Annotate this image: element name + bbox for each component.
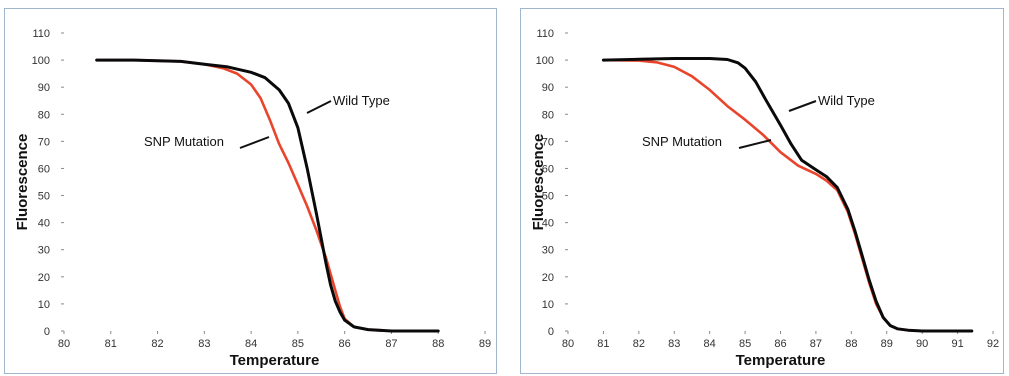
melt-curve-plot-right: 0 10 20 30 40 50 60 70 80 90 100 110 80 81 82 83 84 85 86 8… — [530, 28, 999, 369]
right-series-wild-type-line — [601, 57, 974, 333]
right-x-tick-label-82: 82 — [633, 338, 645, 350]
right-x-tick-label-89: 89 — [881, 338, 893, 350]
right-x-tick-label-83: 83 — [668, 338, 680, 350]
right-annotation-wild-type-label: Wild Type — [818, 93, 875, 108]
right-y-tick-label-50: 50 — [542, 191, 554, 203]
right-y-tick-label-0: 0 — [548, 326, 554, 338]
right-y-tick-label-20: 20 — [542, 272, 554, 284]
left-series-wild-type-line — [95, 58, 440, 333]
left-x-tick-label-89: 89 — [479, 338, 491, 350]
right-annotation-snp-mutation-leader — [738, 139, 772, 149]
right-y-tick-label-10: 10 — [542, 299, 554, 311]
right-x-tick-label-81: 81 — [597, 338, 609, 350]
left-y-tick-label-110: 110 — [32, 28, 50, 40]
right-y-tick-label-60: 60 — [542, 163, 554, 175]
left-x-tick-label-86: 86 — [339, 338, 351, 350]
right-x-tick-label-80: 80 — [562, 338, 574, 350]
right-x-tick-label-85: 85 — [739, 338, 751, 350]
right-y-tick-label-30: 30 — [542, 245, 554, 257]
melt-curve-chart-right: 0 10 20 30 40 50 60 70 80 90 100 110 80 81 82 83 84 85 86 8… — [520, 8, 1004, 374]
right-y-tick-label-40: 40 — [542, 218, 554, 230]
right-x-tick-label-84: 84 — [704, 338, 716, 350]
left-y-tick-label-10: 10 — [38, 299, 50, 311]
left-x-tick-label-82: 82 — [151, 338, 163, 350]
right-y-tick-label-110: 110 — [536, 28, 554, 40]
right-x-tick-label-92: 92 — [987, 338, 999, 350]
left-x-tick-label-83: 83 — [198, 338, 210, 350]
left-y-tick-label-20: 20 — [38, 272, 50, 284]
right-x-tick-label-88: 88 — [845, 338, 857, 350]
left-y-tick-label-60: 60 — [38, 163, 50, 175]
left-y-axis-title: Fluorescence — [14, 134, 31, 231]
right-x-tick-label-90: 90 — [916, 338, 928, 350]
right-x-tick-label-87: 87 — [810, 338, 822, 350]
left-x-tick-label-80: 80 — [58, 338, 70, 350]
melt-curve-plot-left: 0 10 20 30 40 50 60 70 80 90 100 110 80 81 82 83 84 85 86 8… — [14, 28, 491, 369]
left-annotation-snp-mutation-label: SNP Mutation — [144, 134, 224, 149]
left-annotation-wild-type-leader — [306, 100, 332, 114]
right-y-tick-label-100: 100 — [536, 55, 554, 67]
left-x-axis-title: Temperature — [230, 352, 320, 369]
right-x-tick-label-91: 91 — [951, 338, 963, 350]
left-annotation-snp-mutation-leader — [239, 136, 270, 149]
left-y-tick-label-100: 100 — [32, 55, 50, 67]
right-y-tick-label-90: 90 — [542, 82, 554, 94]
right-y-tick-label-80: 80 — [542, 109, 554, 121]
right-y-axis-title: Fluorescence — [530, 134, 547, 231]
right-annotation-snp-mutation-label: SNP Mutation — [642, 134, 722, 149]
left-x-tick-label-84: 84 — [245, 338, 257, 350]
left-y-tick-label-50: 50 — [38, 191, 50, 203]
left-y-tick-label-30: 30 — [38, 245, 50, 257]
left-y-tick-label-70: 70 — [38, 136, 50, 148]
left-x-tick-label-87: 87 — [385, 338, 397, 350]
left-annotation-wild-type-label: Wild Type — [333, 93, 390, 108]
left-y-tick-label-80: 80 — [38, 109, 50, 121]
left-x-tick-label-85: 85 — [292, 338, 304, 350]
right-series-snp-mutation-line — [602, 58, 959, 333]
right-y-tick-label-70: 70 — [542, 136, 554, 148]
left-x-tick-label-88: 88 — [432, 338, 444, 350]
left-x-tick-label-81: 81 — [105, 338, 117, 350]
right-annotation-wild-type-leader — [788, 100, 817, 112]
left-y-tick-label-40: 40 — [38, 218, 50, 230]
right-x-tick-label-86: 86 — [774, 338, 786, 350]
left-y-tick-label-0: 0 — [44, 326, 50, 338]
melt-curve-chart-left: 0 10 20 30 40 50 60 70 80 90 100 110 80 81 82 83 84 85 86 8… — [4, 8, 497, 374]
left-y-tick-label-90: 90 — [38, 82, 50, 94]
right-x-axis-title: Temperature — [736, 352, 826, 369]
